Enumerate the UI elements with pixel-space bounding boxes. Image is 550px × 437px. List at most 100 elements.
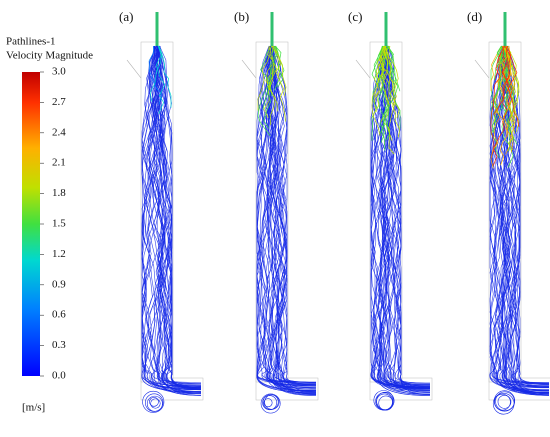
pathline (266, 45, 317, 389)
pathline (156, 45, 202, 388)
pathline (267, 45, 317, 383)
pathline (150, 45, 202, 389)
side-pipe (241, 59, 257, 79)
tick-label: 2.4 (52, 126, 66, 138)
pathline (377, 45, 431, 387)
colorbar (22, 72, 40, 376)
panel-label: (b) (234, 9, 249, 24)
pathline (256, 45, 317, 392)
fast-pathline (371, 45, 384, 141)
legend-unit: [m/s] (22, 402, 45, 414)
pathline (256, 45, 317, 393)
tick-label: 0.3 (52, 339, 66, 351)
pathline (383, 45, 431, 385)
vortex (495, 391, 515, 411)
fast-pathline (490, 45, 510, 159)
pathline (149, 45, 202, 394)
tick-label: 1.5 (52, 218, 66, 230)
tick-label: 0.9 (52, 278, 66, 290)
fast-pathline (268, 45, 275, 91)
pathline (500, 45, 550, 388)
pathline (145, 46, 202, 383)
pathline (372, 45, 431, 389)
fast-pathline (265, 45, 278, 112)
fast-pathline (490, 45, 503, 159)
tick-label: 1.2 (52, 248, 66, 260)
pathline (384, 45, 431, 389)
pathline (270, 45, 317, 392)
pathline (256, 45, 317, 394)
pathline (155, 45, 202, 394)
vortex (150, 398, 161, 409)
pathline (260, 45, 317, 396)
fast-pathline (271, 45, 280, 79)
vortex (376, 391, 395, 410)
tick-label: 0.0 (52, 370, 66, 382)
fast-pathline (505, 45, 516, 153)
fast-pathline (273, 45, 286, 122)
vortex (497, 395, 512, 409)
tick-label: 1.8 (52, 187, 66, 199)
pathline (144, 45, 202, 387)
fast-pathline (502, 45, 519, 126)
pathline (264, 45, 317, 383)
fast-pathline (155, 45, 166, 114)
pathline (370, 45, 431, 387)
tick-label: 0.6 (52, 309, 66, 321)
pathline (141, 45, 202, 390)
panel-label: (d) (467, 9, 482, 24)
pathline (147, 45, 202, 396)
side-pipe (474, 59, 490, 79)
side-pipe (355, 59, 371, 79)
pathline (388, 45, 431, 395)
pathline (154, 45, 202, 387)
pathline (380, 45, 431, 391)
pathline (141, 45, 202, 390)
panel (474, 12, 550, 415)
pathline (256, 45, 317, 391)
fast-pathline (490, 45, 505, 169)
pathline (371, 45, 431, 384)
fast-pathline (502, 45, 513, 105)
pathline (256, 45, 317, 390)
fast-pathline (158, 45, 172, 108)
fast-pathline (263, 45, 276, 129)
pathline (507, 45, 550, 395)
vortex (142, 390, 165, 413)
pathline (265, 45, 317, 385)
fast-pathline (494, 45, 502, 81)
panel (126, 12, 204, 413)
fast-pathline (371, 45, 386, 118)
fast-pathline (504, 45, 518, 94)
fast-pathline (496, 45, 512, 155)
fast-pathline (275, 45, 284, 88)
tick-label: 3.0 (52, 66, 66, 78)
fast-pathline (274, 45, 287, 97)
pathline (502, 45, 550, 396)
pathlines (126, 12, 550, 415)
legend-title: Velocity Magnitude (6, 50, 93, 62)
fast-pathline (499, 45, 513, 166)
fast-pathline (149, 45, 162, 102)
vortex (493, 390, 516, 412)
fast-pathline (501, 45, 520, 127)
fast-pathline (490, 45, 505, 166)
vortex (492, 393, 515, 415)
vortex (149, 396, 159, 407)
fast-pathline (387, 45, 401, 129)
fast-pathline (381, 45, 395, 155)
vortex (262, 394, 279, 410)
fast-pathline (375, 45, 385, 97)
pathline (370, 45, 431, 386)
fast-pathline (493, 45, 512, 115)
pathline (378, 45, 431, 395)
vortex (378, 395, 394, 411)
panel (355, 12, 433, 411)
fast-pathline (372, 45, 389, 137)
fast-pathline (506, 45, 517, 151)
pathline (494, 45, 550, 384)
pathline (260, 45, 317, 385)
vortex (375, 392, 394, 411)
pathline (489, 45, 550, 385)
